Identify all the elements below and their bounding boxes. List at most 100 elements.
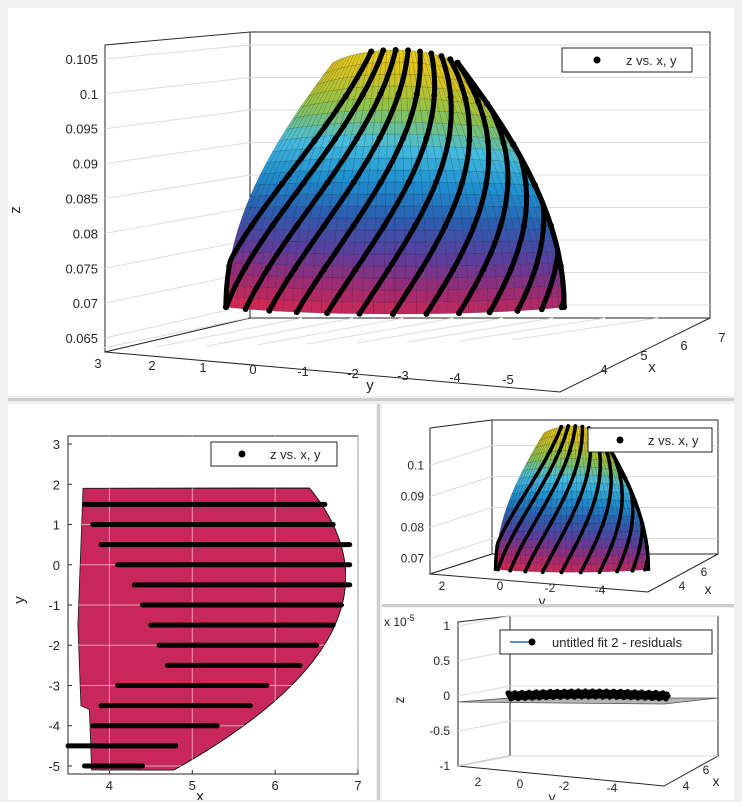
surface-patch bbox=[554, 523, 561, 532]
data-point bbox=[484, 100, 491, 107]
surface-patch bbox=[444, 229, 456, 243]
contour-chart[interactable]: 4 5 6 7 3 2 1 0 -1 -2 -3 -4 -5 x y z vs. x, y bbox=[8, 404, 376, 800]
surface-patch bbox=[314, 241, 326, 254]
surface-patch bbox=[627, 546, 633, 556]
z-tick-label: -0.5 bbox=[429, 724, 450, 738]
x-axis-label: x bbox=[713, 773, 720, 789]
grid-line bbox=[457, 720, 511, 732]
data-point bbox=[389, 310, 396, 317]
data-point bbox=[495, 544, 500, 549]
data-point bbox=[331, 136, 338, 143]
surface-patch bbox=[343, 241, 355, 255]
surface-chart-large[interactable]: 0.065 0.07 0.075 0.08 0.085 0.09 0.095 0.1 0.105… bbox=[0, 0, 742, 400]
contour-legend[interactable]: z vs. x, y bbox=[210, 441, 338, 467]
surface-patch bbox=[589, 555, 597, 565]
surface-patch bbox=[373, 301, 385, 315]
surface-patch bbox=[332, 265, 344, 278]
surface-patch bbox=[571, 482, 578, 492]
contour-band bbox=[77, 487, 347, 771]
surface-patch bbox=[385, 193, 396, 207]
data-point bbox=[359, 91, 366, 98]
surface-patch bbox=[605, 531, 613, 540]
data-point bbox=[523, 569, 528, 574]
contour-y-axis-label: y bbox=[11, 596, 28, 604]
surface-patch bbox=[486, 276, 497, 289]
z-tick-label: 0.095 bbox=[65, 122, 98, 137]
y-tick-label: 0 bbox=[517, 777, 524, 791]
legend[interactable]: z vs. x, y bbox=[561, 47, 693, 73]
grid-line bbox=[356, 317, 504, 344]
surface-patch bbox=[311, 300, 322, 314]
data-point bbox=[553, 545, 558, 550]
z-axis-label: z bbox=[7, 206, 24, 214]
z-tick-label: 0.1 bbox=[80, 87, 98, 102]
surface-patch bbox=[341, 301, 353, 314]
surface-tick-labels: 0.065 0.07 0.075 0.08 0.085 0.09 0.095 0.1 0.105… bbox=[65, 52, 725, 387]
surface-chart-small[interactable]: 0.07 0.08 0.09 0.1 2 0 -2 -4 4 6 y x z vs. x, y bbox=[382, 404, 734, 604]
data-point bbox=[380, 222, 387, 229]
horizontal-divider bbox=[8, 398, 734, 401]
surface-patch bbox=[577, 555, 585, 565]
data-point bbox=[601, 521, 606, 526]
surface-small-legend[interactable]: z vs. x, y bbox=[587, 427, 713, 453]
data-point bbox=[640, 521, 645, 526]
data-point bbox=[431, 92, 438, 99]
data-point bbox=[486, 309, 493, 316]
vertical-divider[interactable] bbox=[377, 404, 380, 800]
surface-patch bbox=[437, 301, 449, 314]
data-point bbox=[438, 53, 445, 60]
surface-patch bbox=[424, 229, 436, 243]
surface-patch bbox=[560, 507, 567, 516]
y-tick-label: -2 bbox=[559, 779, 570, 793]
data-point bbox=[350, 222, 357, 229]
grid-line bbox=[511, 317, 659, 341]
y-tick-label: 0 bbox=[53, 558, 60, 573]
surface-patch bbox=[363, 133, 374, 147]
z-tick-label: -1 bbox=[439, 759, 450, 773]
surface-patch bbox=[321, 277, 333, 290]
surface-patch bbox=[384, 241, 396, 255]
surface-patch bbox=[311, 288, 323, 302]
surface-patch bbox=[571, 523, 579, 532]
surface-patch bbox=[531, 531, 539, 540]
x-tick-label: 5 bbox=[640, 348, 647, 363]
data-point bbox=[644, 544, 649, 549]
data-point bbox=[540, 569, 545, 574]
z-tick-label: 0.09 bbox=[73, 157, 98, 172]
data-point bbox=[558, 472, 563, 477]
surface-patch bbox=[385, 49, 392, 63]
residuals-legend[interactable]: untitled fit 2 - residuals bbox=[499, 629, 713, 655]
surface-patch bbox=[400, 97, 409, 111]
z-tick-label: 1 bbox=[443, 619, 450, 633]
data-point bbox=[533, 474, 538, 479]
data-point bbox=[623, 476, 628, 481]
grid-line bbox=[104, 109, 251, 130]
data-point bbox=[376, 135, 383, 142]
surface-patch bbox=[468, 300, 479, 314]
data-point bbox=[378, 179, 385, 186]
surface-patch bbox=[375, 205, 386, 219]
surface-patch bbox=[384, 277, 396, 291]
data-point bbox=[592, 497, 597, 502]
surface-patch bbox=[535, 555, 543, 565]
data-point bbox=[248, 222, 255, 229]
surface-patch bbox=[404, 193, 415, 207]
surface-patch bbox=[502, 561, 507, 571]
data-point bbox=[417, 48, 424, 55]
data-point bbox=[405, 47, 412, 54]
data-point bbox=[616, 521, 621, 526]
surface-patch bbox=[388, 85, 396, 99]
data-point bbox=[538, 306, 545, 313]
data-point bbox=[573, 424, 578, 429]
surface-patch bbox=[358, 181, 369, 195]
right-horizontal-divider[interactable] bbox=[382, 604, 734, 607]
data-point bbox=[505, 521, 510, 526]
grid-line bbox=[104, 239, 251, 269]
data-point bbox=[428, 50, 435, 57]
x-tick-label: 7 bbox=[354, 778, 361, 793]
surface-patch bbox=[426, 277, 438, 291]
surface-patch bbox=[553, 563, 560, 573]
data-point bbox=[629, 521, 634, 526]
surface-patch bbox=[551, 296, 559, 309]
residuals-chart[interactable]: 1 0.5 0 -0.5 -1 2 0 -2 -4 46 x 10-5 z y x untitle… bbox=[382, 608, 734, 800]
